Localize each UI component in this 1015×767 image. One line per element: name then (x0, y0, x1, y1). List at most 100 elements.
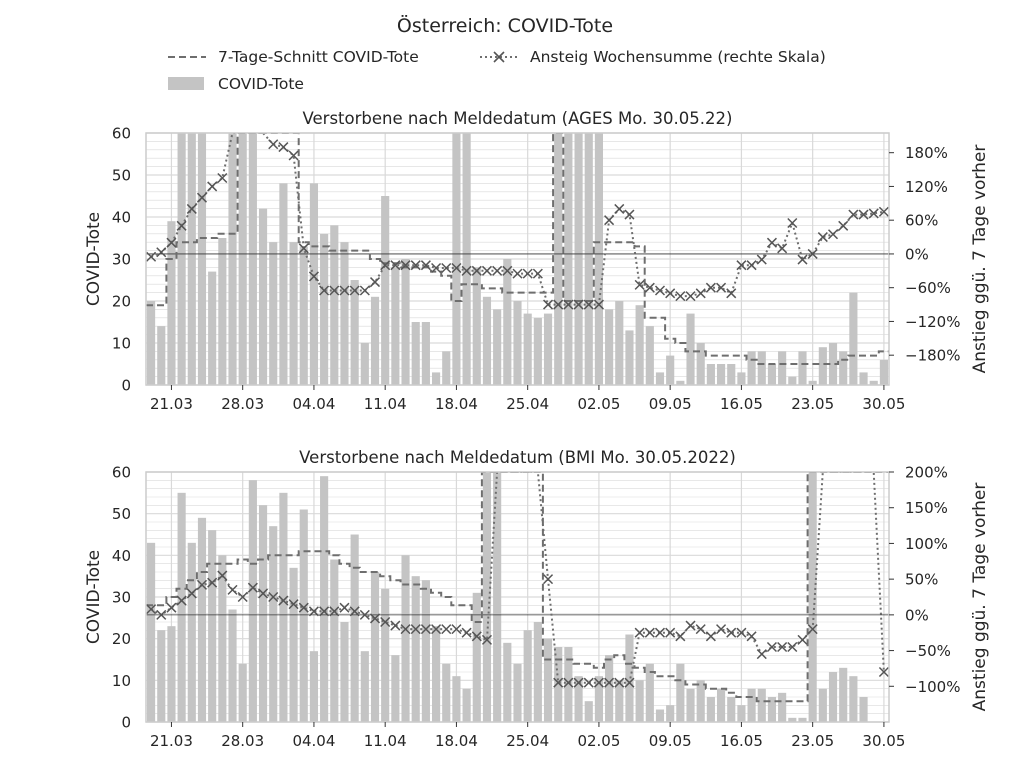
change-marker (186, 203, 197, 214)
change-marker (797, 634, 808, 645)
change-marker (878, 666, 889, 678)
bar (258, 208, 268, 385)
bar (543, 313, 553, 385)
bar (686, 688, 695, 722)
bar (757, 351, 766, 385)
change-marker (573, 677, 584, 688)
change-marker (400, 624, 411, 635)
bar (747, 688, 756, 722)
change-marker (797, 254, 808, 265)
bar (493, 472, 502, 722)
bar (686, 313, 695, 385)
bar (767, 364, 777, 385)
y2-tick-label: −180% (905, 347, 960, 365)
change-marker (196, 579, 208, 590)
change-marker (695, 288, 706, 299)
bar (676, 663, 685, 722)
x-tick-label: 04.04 (292, 395, 335, 413)
bar (401, 259, 410, 385)
bar (482, 472, 492, 722)
bar (462, 133, 471, 385)
change-marker (665, 627, 676, 638)
change-marker (146, 604, 157, 615)
bar (849, 292, 858, 385)
change-marker (492, 265, 503, 276)
bar (320, 476, 329, 722)
y2-tick-label: 50% (905, 571, 938, 589)
y-tick-label: 10 (112, 335, 131, 353)
bar (818, 688, 827, 722)
y-tick-label: 40 (112, 547, 131, 565)
change-marker (766, 237, 777, 248)
change-marker (166, 237, 177, 248)
y2-tick-label: 180% (905, 144, 948, 162)
change-marker (624, 209, 635, 220)
bar (655, 372, 665, 385)
y2-tick-label: −120% (905, 313, 960, 331)
bar (533, 622, 542, 722)
avg-line (146, 133, 889, 365)
change-marker (563, 677, 574, 688)
change-marker (644, 627, 655, 638)
bar (655, 709, 665, 722)
bar (391, 267, 400, 385)
bar (269, 242, 278, 385)
legend: 7-Tage-Schnitt COVID-Tote COVID-Tote Ans… (168, 48, 826, 93)
change-marker (431, 262, 442, 274)
change-marker (349, 285, 360, 296)
x-tick-label: 09.05 (649, 732, 692, 750)
change-marker (532, 268, 543, 279)
bar (574, 133, 583, 385)
bar (716, 364, 726, 385)
change-marker (156, 247, 167, 258)
change-marker (420, 624, 431, 635)
bar (452, 676, 461, 722)
y2-tick-label: 200% (905, 464, 948, 482)
change-marker (634, 279, 645, 290)
bar (360, 651, 369, 722)
x-tick-label: 11.04 (364, 732, 407, 750)
change-marker (777, 243, 788, 254)
x-tick-label: 21.03 (150, 732, 193, 750)
change-marker (237, 591, 248, 603)
chart-bmi: 0 10 20 30 40 50 60 200% 150% 100% 50% 0% −50% −100% 2… (84, 448, 990, 750)
bar (798, 717, 807, 722)
chart-title: Verstorbene nach Meldedatum (AGES Mo. 30… (303, 109, 733, 128)
legend-label-change: Ansteig Wochensumme (rechte Skala) (530, 48, 826, 66)
x-tick-label: 23.05 (791, 395, 834, 413)
change-marker (716, 624, 727, 635)
change-marker (563, 299, 574, 310)
change-marker (756, 254, 767, 265)
y-tick-label: 10 (112, 672, 131, 690)
change-marker (298, 602, 309, 613)
bar (533, 317, 542, 385)
x-tick-label: 25.04 (506, 732, 549, 750)
bar (706, 364, 715, 385)
bar (157, 630, 166, 722)
bar (289, 567, 298, 722)
y-tick-label: 40 (112, 209, 131, 227)
y2-tick-label: 0% (905, 606, 929, 624)
change-marker (196, 192, 208, 203)
x-tick-label: 02.05 (577, 395, 620, 413)
change-marker (736, 627, 747, 638)
change-marker (787, 641, 798, 653)
bar (187, 542, 196, 722)
change-marker (665, 288, 676, 299)
change-marker (614, 677, 625, 688)
y-tick-label: 30 (112, 251, 131, 269)
bar (218, 238, 227, 385)
bar (788, 376, 797, 385)
change-marker (634, 627, 645, 638)
change-marker (176, 220, 187, 231)
change-marker (146, 251, 157, 262)
change-marker (736, 260, 747, 271)
change-marker (339, 602, 350, 613)
change-marker (654, 285, 666, 296)
plot-frame (145, 471, 890, 723)
chart-ages: 0 10 20 30 40 50 60 180% 120% 60% 0% −60% −120% −180%… (84, 109, 990, 413)
bar (391, 655, 400, 722)
bar (452, 133, 461, 385)
bar (401, 555, 410, 722)
change-marker (329, 285, 340, 296)
